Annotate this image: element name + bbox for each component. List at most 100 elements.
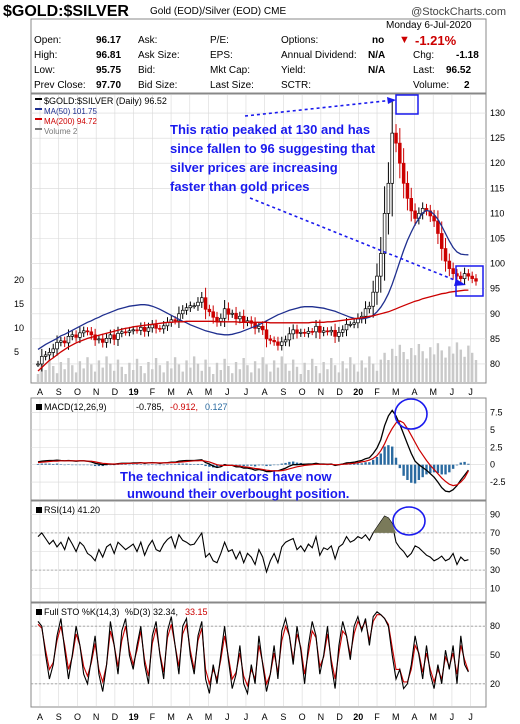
ask-size-label: Ask Size: xyxy=(138,50,180,61)
macd-hist-bar xyxy=(432,464,436,473)
x-label-bottom: M xyxy=(429,712,437,722)
volume-bar xyxy=(143,373,146,382)
macd-hist-bar xyxy=(284,462,287,465)
x-label-bottom: A xyxy=(411,712,417,722)
x-label-bottom: D xyxy=(112,712,119,722)
ask-label: Ask: xyxy=(138,35,158,46)
legend-swatch xyxy=(35,98,42,100)
volume-bar xyxy=(253,361,257,382)
volume-bar xyxy=(337,372,341,382)
x-label-top: M xyxy=(167,387,175,397)
price-bar-body xyxy=(215,316,219,322)
mkt-cap-label: Mkt Cap: xyxy=(210,65,251,76)
price-y-tick: 120 xyxy=(490,158,505,168)
volume-bar xyxy=(71,365,74,382)
macd-hist-bar xyxy=(166,464,169,465)
macd-hist-bar xyxy=(154,464,158,466)
macd-hist-bar xyxy=(360,463,363,465)
x-label-top: A xyxy=(262,387,268,397)
volume-bar xyxy=(303,362,306,382)
volume-bar xyxy=(341,361,344,382)
price-bar-body xyxy=(188,305,193,309)
rsi-y-tick: 70 xyxy=(490,528,500,538)
volume-bar xyxy=(257,368,261,382)
macd-hist-bar xyxy=(242,464,245,467)
volume-bar xyxy=(82,368,85,382)
x-label-bottom: 20 xyxy=(353,712,363,722)
price-bar-body xyxy=(295,329,299,334)
macd-hist-bar xyxy=(253,464,257,467)
macd-hist-bar xyxy=(124,464,127,465)
price-bar-body xyxy=(314,325,318,333)
macd-y-tick: 0 xyxy=(490,460,495,470)
macd-hist-bar xyxy=(352,463,356,465)
low-value: 95.75 xyxy=(96,65,122,76)
price-bar-body xyxy=(401,162,406,184)
change-pct-value: -1.21% xyxy=(415,33,457,48)
macd-hist-bar xyxy=(250,464,253,466)
x-label-top: D xyxy=(112,387,119,397)
volume-bar xyxy=(93,371,97,382)
volume-bar xyxy=(215,362,219,382)
macd-hist-bar xyxy=(147,464,150,466)
volume-bar xyxy=(185,360,188,382)
volume-bar xyxy=(204,359,207,382)
price-bar-body xyxy=(154,324,158,329)
volume-bar xyxy=(295,366,299,382)
volume-bar xyxy=(166,361,169,382)
price-bar-body xyxy=(192,305,196,308)
yield-value: N/A xyxy=(368,65,386,76)
macd-hist-bar xyxy=(356,463,360,465)
dividend-label: Annual Dividend: xyxy=(281,50,357,61)
macd-hist-bar xyxy=(410,464,413,483)
macd-panel-frame xyxy=(30,397,487,501)
macd-hist-bar xyxy=(177,463,181,465)
volume-bar xyxy=(212,374,215,382)
price-bar-body xyxy=(211,311,215,318)
yield-label: Yield: xyxy=(281,65,306,76)
low-label: Low: xyxy=(34,65,56,76)
price-bar-body xyxy=(371,291,375,307)
volume-bar xyxy=(112,370,116,382)
macd-hist-bar xyxy=(132,464,135,465)
macd-hist-bar xyxy=(86,464,89,466)
macd-hist-bar xyxy=(135,464,139,465)
macd-hist-bar xyxy=(444,464,447,475)
macd-y-tick: 2.5 xyxy=(490,442,503,452)
volume-bar xyxy=(467,345,470,382)
volume-bar xyxy=(128,362,131,382)
price-bar-body xyxy=(135,329,139,332)
x-label-bottom: A xyxy=(187,712,193,722)
volume-bar xyxy=(124,374,127,382)
volume-bar xyxy=(196,363,200,382)
x-label-top: N xyxy=(318,387,325,397)
macd-hist-bar xyxy=(288,461,291,465)
annotation-line-0: This ratio peaked at 130 and has xyxy=(170,122,370,137)
macd-peak-circle xyxy=(394,398,428,430)
volume-bar xyxy=(219,370,223,382)
macd-hist-bar xyxy=(455,464,459,466)
last-value: 96.52 xyxy=(446,65,472,76)
price-bar-body xyxy=(260,325,265,331)
price-bar-body xyxy=(100,338,105,343)
macd-hist-bar xyxy=(215,464,219,468)
price-bar-body xyxy=(85,330,90,333)
volume-bar xyxy=(162,372,165,382)
macd-hist-bar xyxy=(383,446,386,465)
volume-tick: 5 xyxy=(14,347,19,357)
price-bar-body xyxy=(230,312,234,315)
macd-hist-bar xyxy=(162,464,165,466)
legend-swatch xyxy=(35,108,42,110)
price-bar-body xyxy=(203,297,208,310)
price-y-tick: 115 xyxy=(490,183,504,193)
volume-bar xyxy=(299,374,302,382)
macd-hist-bar xyxy=(67,464,70,465)
macd-hist-bar xyxy=(391,446,394,465)
volume-bar xyxy=(272,360,276,382)
price-bar-body xyxy=(127,330,132,333)
macd-hist-bar xyxy=(436,464,440,474)
macd-signal-line xyxy=(37,420,469,487)
price-bar-body xyxy=(180,309,185,315)
volume-bar xyxy=(379,359,382,382)
